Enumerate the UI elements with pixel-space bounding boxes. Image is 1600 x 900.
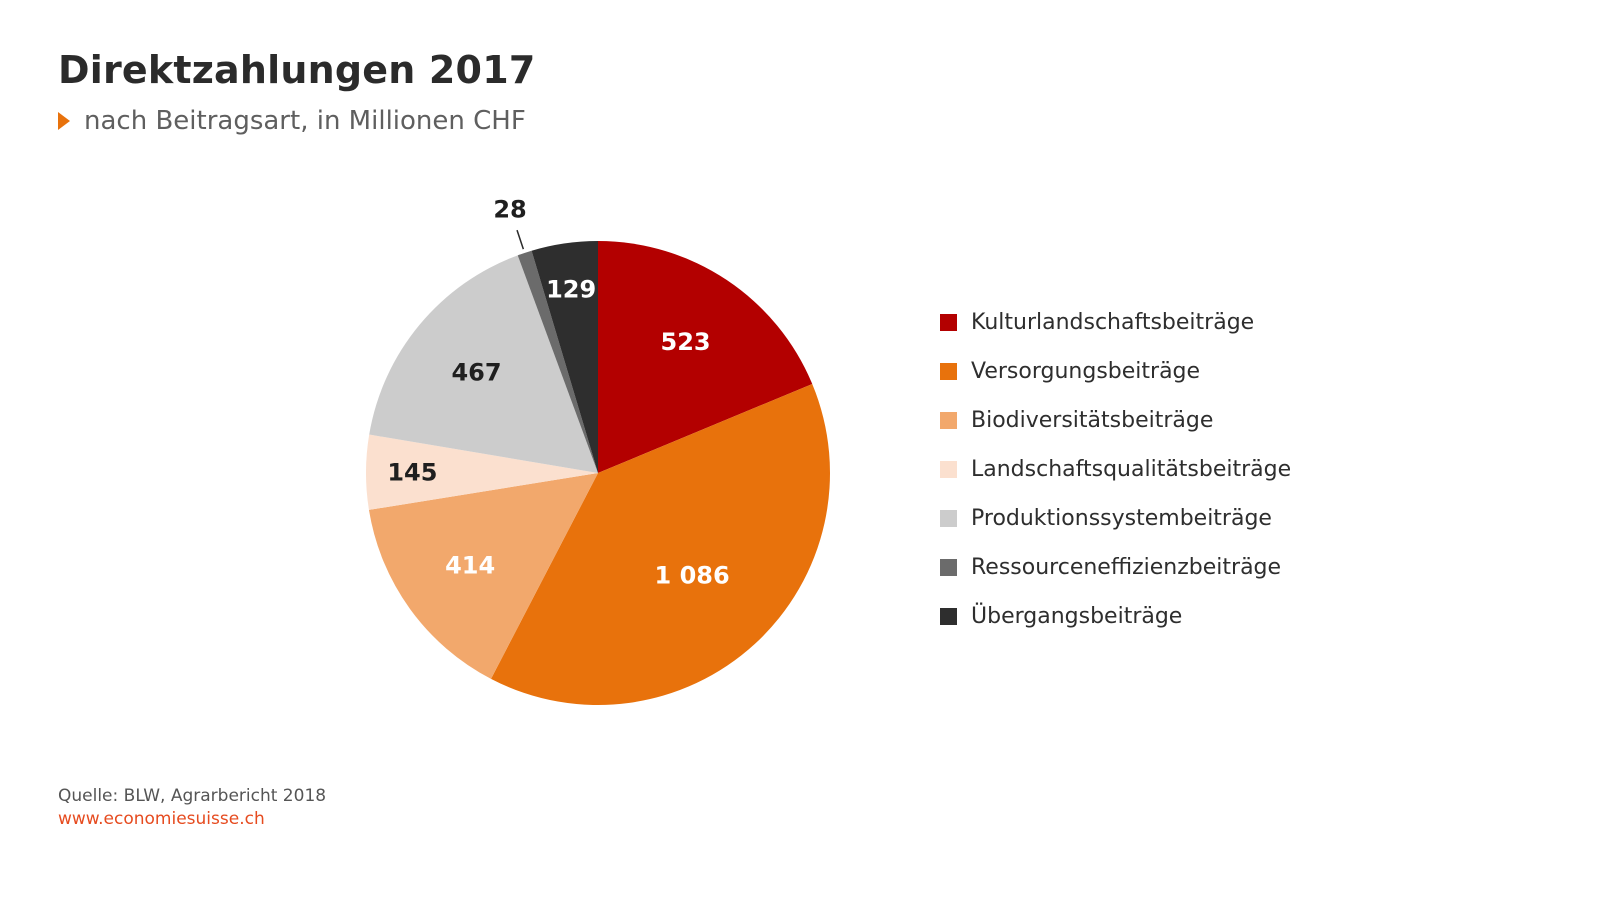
legend-item-landschaftsqualitatsbeitrage: Landschaftsqualitätsbeiträge	[940, 445, 1291, 494]
legend-label: Kulturlandschaftsbeiträge	[971, 310, 1255, 335]
slice-value-label: 28	[493, 195, 526, 223]
slice-value-label: 129	[546, 275, 596, 303]
pie-slice-ubergangsbeitrage	[531, 241, 598, 473]
chart-legend: Kulturlandschaftsbeiträge Versorgungsbeit…	[940, 298, 1291, 641]
legend-label: Ressourceneffizienzbeiträge	[971, 555, 1282, 580]
legend-label: Produktionssystembeiträge	[971, 506, 1272, 531]
legend-label: Landschaftsqualitätsbeiträge	[971, 457, 1292, 482]
pie-slice-biodiversitatsbeitrage	[368, 473, 598, 679]
source-note: Quelle: BLW, Agrarbericht 2018	[58, 786, 327, 806]
legend-item-kulturlandschaftsbeitrage: Kulturlandschaftsbeiträge	[940, 298, 1291, 347]
legend-swatch	[940, 608, 957, 625]
legend-item-produktionssystembeitrage: Produktionssystembeiträge	[940, 494, 1291, 543]
legend-swatch	[940, 412, 957, 429]
legend-label: Biodiversitätsbeiträge	[971, 408, 1214, 433]
slice-value-label: 1 086	[655, 562, 730, 590]
legend-swatch	[940, 510, 957, 527]
legend-label: Versorgungsbeiträge	[971, 359, 1201, 384]
website-link[interactable]: www.economiesuisse.ch	[58, 809, 265, 829]
pie-slice-ressourceneffizienzbeitrage	[517, 250, 598, 473]
legend-item-versorgungsbeitrage: Versorgungsbeiträge	[940, 347, 1291, 396]
legend-swatch	[940, 363, 957, 380]
slice-value-label: 414	[445, 551, 495, 579]
slice-value-label: 467	[451, 358, 501, 386]
legend-item-ubergangsbeitrage: Übergangsbeiträge	[940, 592, 1291, 641]
chart-title: Direktzahlungen 2017	[58, 48, 536, 92]
legend-item-biodiversitatsbeitrage: Biodiversitätsbeiträge	[940, 396, 1291, 445]
pie-slice-produktionssystembeitrage	[369, 255, 598, 473]
triangle-arrow-icon	[58, 112, 70, 130]
leader-line	[516, 229, 525, 250]
subtitle-text: nach Beitragsart, in Millionen CHF	[84, 106, 526, 136]
slice-value-label: 523	[661, 328, 711, 356]
pie-slice-landschaftsqualitatsbeitrage	[366, 434, 598, 510]
legend-swatch	[940, 461, 957, 478]
chart-subtitle: nach Beitragsart, in Millionen CHF	[58, 106, 526, 136]
pie-slice-kulturlandschaftsbeitrage	[598, 241, 813, 473]
legend-swatch	[940, 559, 957, 576]
legend-label: Übergangsbeiträge	[971, 604, 1183, 629]
legend-item-ressourceneffizienzbeitrage: Ressourceneffizienzbeiträge	[940, 543, 1291, 592]
legend-swatch	[940, 314, 957, 331]
slice-value-label: 145	[387, 458, 437, 486]
pie-slice-versorgungsbeitrage	[491, 383, 830, 705]
